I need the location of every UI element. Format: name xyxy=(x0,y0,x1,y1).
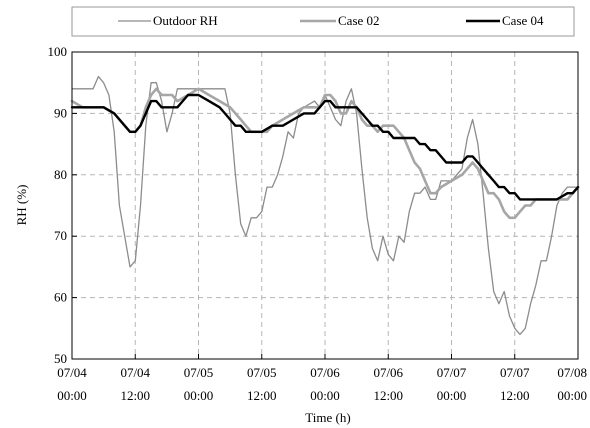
legend-label-case-02: Case 02 xyxy=(338,13,380,28)
x-tick-time-label: 00:00 xyxy=(310,388,340,403)
legend-label-case-04: Case 04 xyxy=(502,13,544,28)
series-line-case-04 xyxy=(70,93,580,201)
x-tick-date-label: 07/06 xyxy=(373,365,403,380)
x-tick-date-label: 07/04 xyxy=(120,365,150,380)
x-tick-date-label: 07/08 xyxy=(557,365,587,380)
x-tick-date-label: 07/07 xyxy=(437,365,467,380)
y-tick-label: 100 xyxy=(48,44,68,59)
x-tick-date-label: 07/06 xyxy=(310,365,340,380)
x-tick-time-label: 00:00 xyxy=(57,388,87,403)
x-tick-time-label: 12:00 xyxy=(500,388,530,403)
y-tick-label: 60 xyxy=(54,290,67,305)
series-lines xyxy=(70,75,580,336)
y-tick-label: 50 xyxy=(54,351,67,366)
y-axis-title: RH (%) xyxy=(14,185,29,226)
y-tick-label: 70 xyxy=(54,228,67,243)
x-tick-date-label: 07/04 xyxy=(57,365,87,380)
x-tick-time-label: 00:00 xyxy=(437,388,467,403)
x-axis-title: Time (h) xyxy=(305,410,350,425)
x-tick-date-label: 07/05 xyxy=(184,365,214,380)
y-tick-label: 90 xyxy=(54,105,67,120)
x-tick-time-label: 12:00 xyxy=(247,388,277,403)
x-tick-time-label: 00:00 xyxy=(184,388,214,403)
x-tick-time-label: 12:00 xyxy=(373,388,403,403)
y-tick-label: 80 xyxy=(54,167,67,182)
x-tick-date-label: 07/07 xyxy=(500,365,530,380)
x-tick-time-label: 12:00 xyxy=(120,388,150,403)
legend: Outdoor RH Case 02 Case 04 xyxy=(71,6,575,37)
x-tick-time-label: 00:00 xyxy=(557,388,587,403)
gridlines xyxy=(72,52,578,359)
x-tick-date-label: 07/05 xyxy=(247,365,277,380)
legend-label-outdoor-rh: Outdoor RH xyxy=(153,13,218,28)
axis-ticks: 50 60 70 80 90 100 07/04 00:00 07/04 12:00 07/05 00… xyxy=(48,44,588,403)
